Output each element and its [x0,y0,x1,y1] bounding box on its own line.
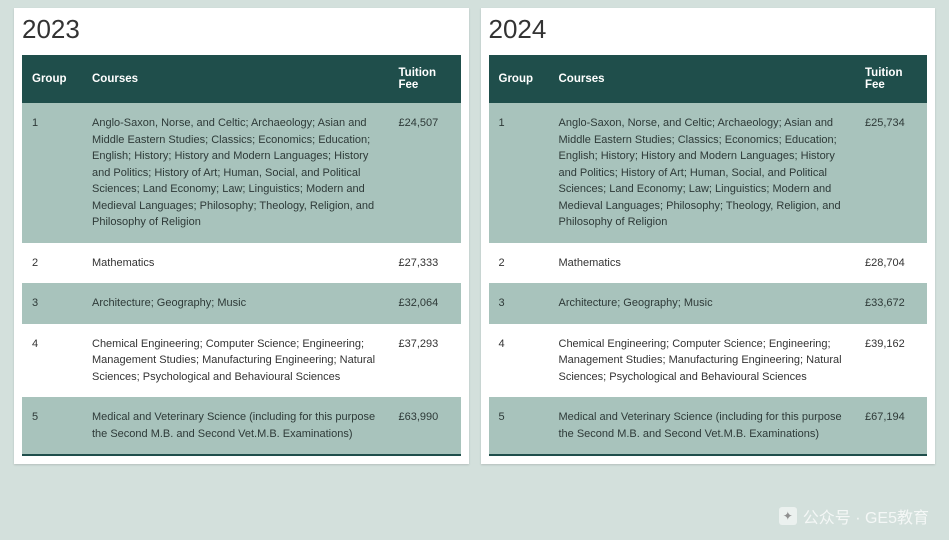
cell-fee: £32,064 [389,283,461,324]
cell-group: 1 [22,103,82,243]
table-row: 4 Chemical Engineering; Computer Science… [22,324,461,398]
table-row: 1 Anglo-Saxon, Norse, and Celtic; Archae… [489,103,928,243]
panel-2024: 2024 Group Courses Tuition Fee 1 Anglo-S… [481,8,936,464]
cell-fee: £33,672 [855,283,927,324]
wechat-icon: ✦ [779,507,797,525]
cell-fee: £39,162 [855,324,927,398]
cell-group: 3 [489,283,549,324]
cell-group: 2 [22,243,82,284]
cell-group: 1 [489,103,549,243]
cell-fee: £27,333 [389,243,461,284]
table-header-row: Group Courses Tuition Fee [489,55,928,103]
table-row: 1 Anglo-Saxon, Norse, and Celtic; Archae… [22,103,461,243]
cell-courses: Chemical Engineering; Computer Science; … [549,324,856,398]
cell-courses: Architecture; Geography; Music [82,283,389,324]
fee-table-2024: Group Courses Tuition Fee 1 Anglo-Saxon,… [489,55,928,456]
cell-fee: £67,194 [855,397,927,455]
cell-courses: Medical and Veterinary Science (includin… [549,397,856,455]
table-row: 3 Architecture; Geography; Music £32,064 [22,283,461,324]
cell-fee: £24,507 [389,103,461,243]
cell-courses: Anglo-Saxon, Norse, and Celtic; Archaeol… [82,103,389,243]
watermark: ✦ 公众号 · GE5教育 [779,504,929,528]
col-header-fee: Tuition Fee [389,55,461,103]
cell-group: 2 [489,243,549,284]
year-title: 2024 [489,14,936,45]
tables-container: 2023 Group Courses Tuition Fee 1 Anglo-S… [0,0,949,478]
cell-group: 4 [489,324,549,398]
col-header-group: Group [22,55,82,103]
table-row: 4 Chemical Engineering; Computer Science… [489,324,928,398]
table-header-row: Group Courses Tuition Fee [22,55,461,103]
cell-courses: Architecture; Geography; Music [549,283,856,324]
cell-courses: Mathematics [549,243,856,284]
cell-group: 5 [489,397,549,455]
col-header-courses: Courses [549,55,856,103]
cell-group: 5 [22,397,82,455]
panel-2023: 2023 Group Courses Tuition Fee 1 Anglo-S… [14,8,469,464]
table-row: 2 Mathematics £27,333 [22,243,461,284]
table-row: 3 Architecture; Geography; Music £33,672 [489,283,928,324]
cell-group: 4 [22,324,82,398]
cell-fee: £25,734 [855,103,927,243]
cell-group: 3 [22,283,82,324]
cell-fee: £63,990 [389,397,461,455]
cell-courses: Medical and Veterinary Science (includin… [82,397,389,455]
cell-courses: Mathematics [82,243,389,284]
table-row: 5 Medical and Veterinary Science (includ… [489,397,928,455]
cell-courses: Chemical Engineering; Computer Science; … [82,324,389,398]
table-row: 2 Mathematics £28,704 [489,243,928,284]
cell-courses: Anglo-Saxon, Norse, and Celtic; Archaeol… [549,103,856,243]
table-row: 5 Medical and Veterinary Science (includ… [22,397,461,455]
cell-fee: £28,704 [855,243,927,284]
fee-table-2023: Group Courses Tuition Fee 1 Anglo-Saxon,… [22,55,461,456]
col-header-fee: Tuition Fee [855,55,927,103]
col-header-group: Group [489,55,549,103]
year-title: 2023 [22,14,469,45]
watermark-text: 公众号 · GE5教育 [803,504,929,528]
col-header-courses: Courses [82,55,389,103]
cell-fee: £37,293 [389,324,461,398]
